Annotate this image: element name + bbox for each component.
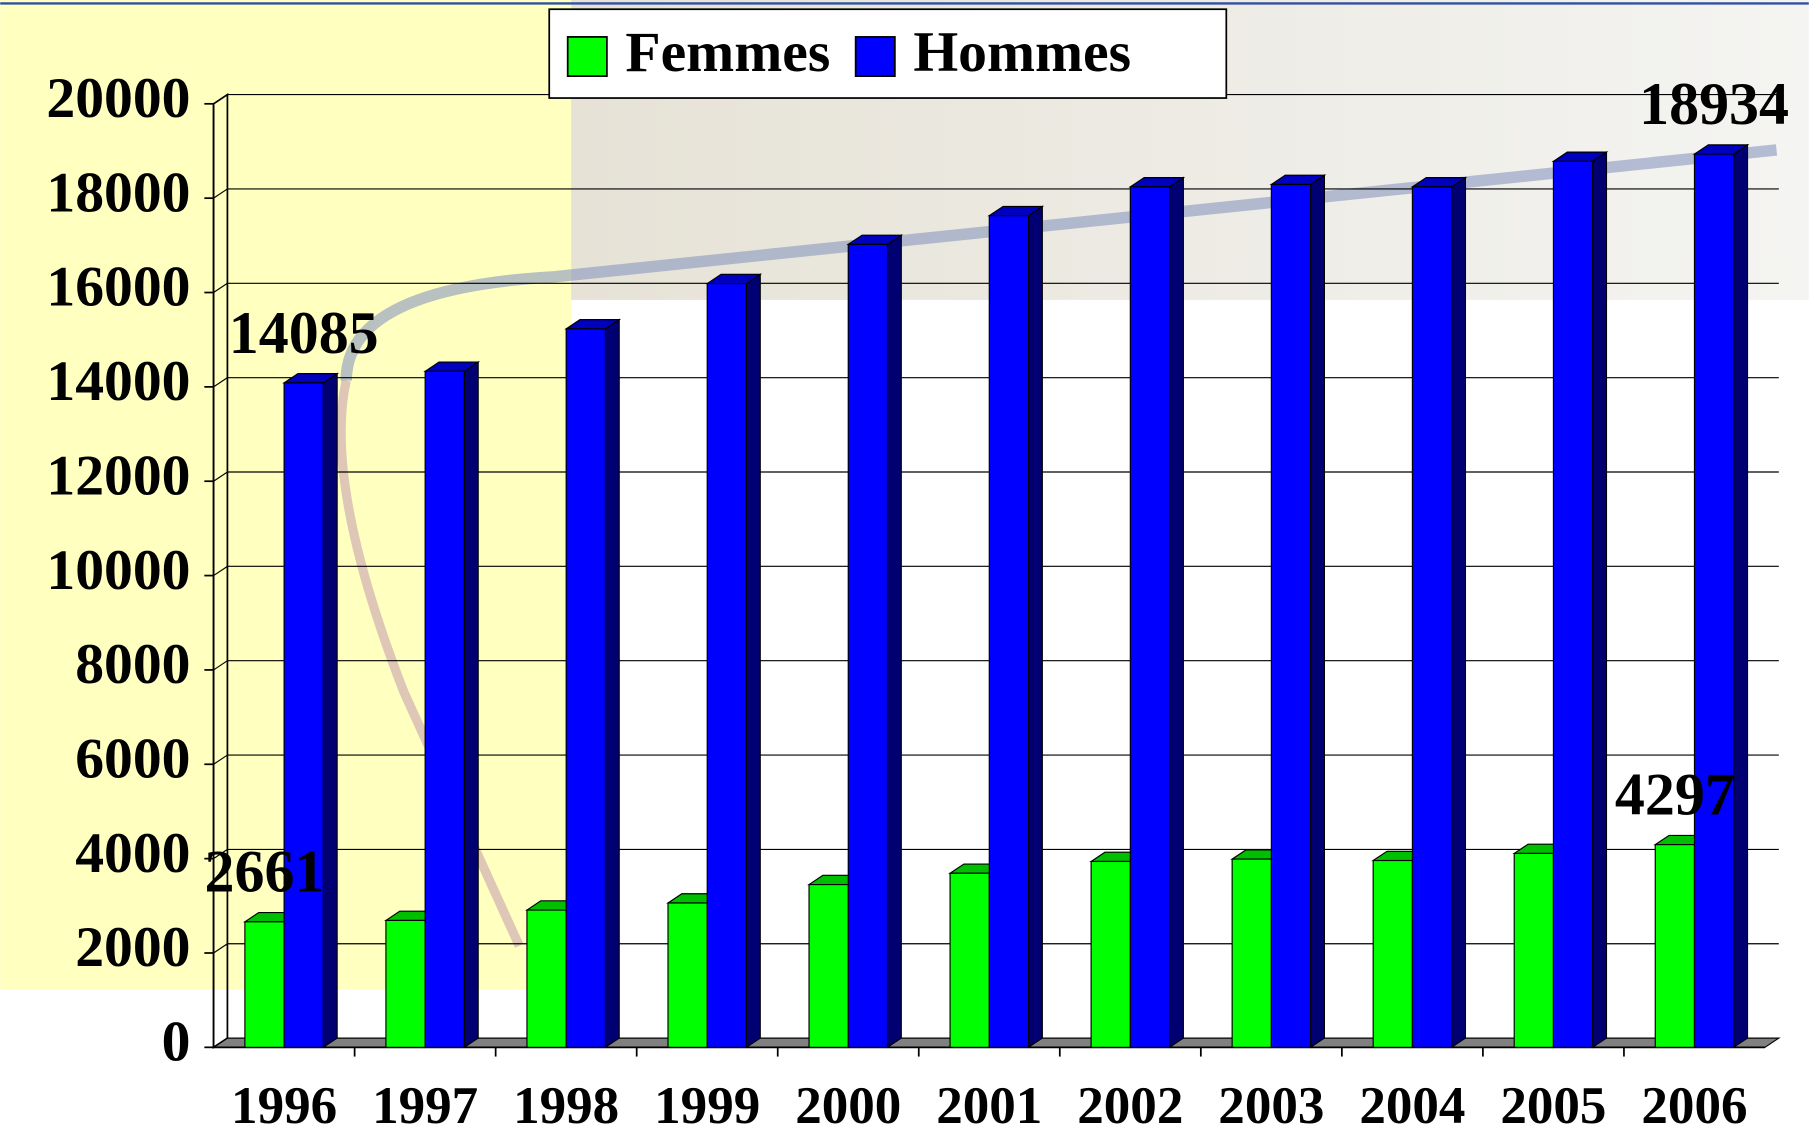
x-tick-label: 2005 bbox=[1500, 1077, 1606, 1135]
bar-side bbox=[1592, 151, 1608, 1049]
legend-swatch bbox=[566, 36, 608, 77]
bar-side bbox=[745, 273, 761, 1049]
bar-front bbox=[385, 919, 426, 1048]
y-tick-label: 12000 bbox=[46, 444, 190, 507]
bar-side bbox=[1027, 205, 1043, 1049]
y-tick-label: 10000 bbox=[46, 539, 190, 602]
bar-front bbox=[244, 921, 285, 1048]
decor-curve bbox=[340, 144, 1778, 381]
y-tick-label: 6000 bbox=[75, 728, 190, 791]
bar-front bbox=[949, 872, 990, 1048]
grid-line bbox=[213, 282, 228, 293]
bar bbox=[423, 360, 481, 1049]
y-tick-label: 16000 bbox=[46, 256, 190, 319]
x-tick-label: 2001 bbox=[936, 1077, 1042, 1135]
bar-front bbox=[1231, 858, 1272, 1048]
bar-front bbox=[565, 328, 606, 1048]
data-label: 14085 bbox=[229, 300, 379, 366]
y-tick-label: 4000 bbox=[75, 822, 190, 885]
bar bbox=[1551, 151, 1609, 1049]
bar-side bbox=[1309, 174, 1325, 1049]
y-tick-label: 8000 bbox=[75, 633, 190, 696]
bar-side bbox=[1451, 176, 1467, 1049]
bar-front bbox=[1654, 844, 1696, 1048]
grid-line bbox=[213, 94, 228, 105]
bar-front bbox=[1129, 186, 1171, 1048]
x-tick-label: 2004 bbox=[1359, 1077, 1465, 1135]
data-label: 2661 bbox=[205, 839, 325, 905]
grid-line bbox=[213, 660, 228, 671]
x-tick-label: 1996 bbox=[231, 1077, 337, 1135]
x-tick-label: 2003 bbox=[1218, 1077, 1324, 1135]
x-tick-label: 2006 bbox=[1641, 1077, 1747, 1135]
legend: Femmes Hommes bbox=[548, 8, 1228, 99]
bar-front bbox=[424, 370, 465, 1048]
bar-front bbox=[1270, 183, 1312, 1048]
grid-line bbox=[213, 188, 228, 199]
y-tick-label: 14000 bbox=[46, 350, 190, 413]
bar-side bbox=[322, 372, 338, 1049]
grid-line bbox=[213, 848, 228, 860]
grid-line bbox=[213, 565, 228, 577]
x-tick-label: 2002 bbox=[1077, 1077, 1183, 1135]
grid-line bbox=[213, 471, 228, 482]
bar bbox=[1128, 176, 1186, 1049]
bar bbox=[564, 318, 622, 1049]
bar-side bbox=[463, 360, 479, 1049]
x-tick-label: 1997 bbox=[372, 1077, 478, 1135]
bar-side bbox=[1733, 143, 1749, 1049]
bar bbox=[987, 205, 1045, 1049]
bar-front bbox=[1090, 860, 1131, 1048]
bar-front bbox=[667, 902, 708, 1048]
bar bbox=[282, 372, 340, 1049]
legend-swatch bbox=[854, 36, 896, 77]
data-label: 18934 bbox=[1639, 71, 1789, 137]
legend-box bbox=[548, 8, 1228, 99]
x-tick-label: 2000 bbox=[795, 1077, 901, 1135]
bar bbox=[1269, 174, 1327, 1049]
x-tick-label: 1998 bbox=[513, 1077, 619, 1135]
bar bbox=[846, 234, 904, 1049]
legend-label: Hommes bbox=[913, 21, 1131, 84]
grid-line bbox=[213, 1037, 228, 1048]
bar-front bbox=[706, 282, 748, 1048]
grid-line bbox=[213, 754, 228, 765]
y-tick-label: 0 bbox=[162, 1011, 191, 1074]
decor-curve bbox=[336, 379, 524, 948]
bar-front bbox=[1513, 852, 1555, 1048]
bar-front bbox=[526, 909, 567, 1048]
grid-line bbox=[213, 943, 228, 954]
legend-label: Femmes bbox=[625, 21, 830, 84]
bar-front bbox=[1693, 153, 1735, 1048]
bar-side bbox=[604, 318, 620, 1049]
bar-front bbox=[1552, 160, 1594, 1048]
bar-front bbox=[808, 884, 849, 1048]
bar-front bbox=[1411, 186, 1453, 1048]
bar bbox=[1692, 143, 1750, 1049]
y-tick-label: 20000 bbox=[46, 67, 190, 130]
bar-side bbox=[1168, 176, 1184, 1049]
bar bbox=[1410, 176, 1468, 1049]
y-tick-label: 18000 bbox=[46, 161, 190, 224]
bar-front bbox=[988, 215, 1030, 1048]
bar-front bbox=[1372, 859, 1413, 1048]
data-label: 4297 bbox=[1615, 762, 1735, 828]
y-tick-label: 2000 bbox=[75, 916, 190, 979]
bar-front bbox=[847, 243, 889, 1048]
bar-side bbox=[886, 234, 902, 1049]
grid-line bbox=[213, 377, 228, 388]
bar bbox=[705, 273, 763, 1049]
x-tick-label: 1999 bbox=[654, 1077, 760, 1135]
bar-front bbox=[283, 382, 324, 1048]
